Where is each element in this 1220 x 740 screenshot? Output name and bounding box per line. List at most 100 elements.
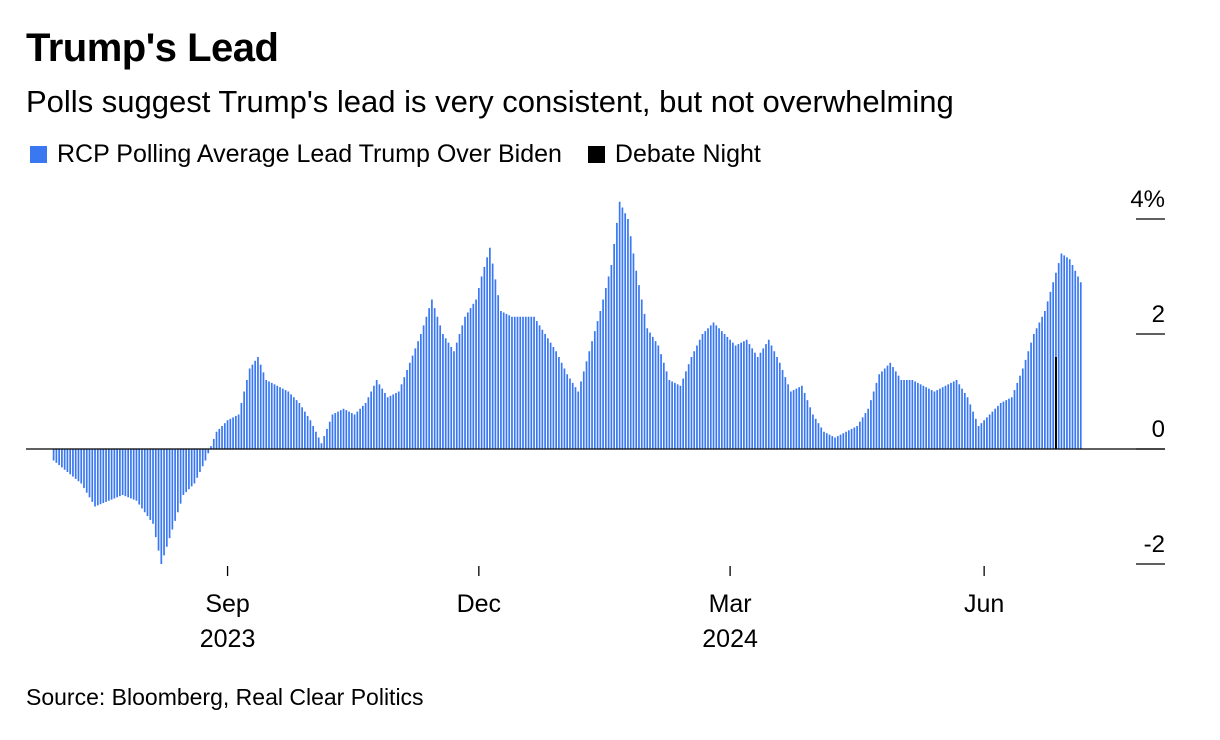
- bar-2024-01-08: [582, 371, 585, 450]
- bar-2023-07-16: [96, 449, 99, 506]
- bar-2024-06-25: [1049, 291, 1052, 449]
- bar-2023-08-03: [146, 449, 149, 517]
- bar-2024-06-13: [1016, 382, 1019, 450]
- bar-2024-06-02: [986, 417, 988, 450]
- bar-2023-12-27: [549, 342, 552, 450]
- bar-2024-05-07: [914, 381, 916, 449]
- bar-2023-07-04: [63, 449, 66, 470]
- bar-2023-10-06: [323, 436, 326, 449]
- bar-2024-04-29: [892, 367, 894, 449]
- bar-2024-04-22: [872, 391, 875, 449]
- bar-2024-02-23: [709, 325, 712, 450]
- bar-2023-08-14: [177, 449, 179, 513]
- bar-2024-04-12: [845, 431, 847, 449]
- bar-2024-01-31: [646, 328, 649, 449]
- bar-2023-09-03: [232, 417, 234, 450]
- x-year-label-2023: 2023: [200, 625, 256, 653]
- bar-2023-09-30: [306, 415, 309, 449]
- bar-2024-06-21: [1038, 322, 1041, 449]
- bar-2023-11-10: [419, 334, 422, 449]
- bar-2024-03-20: [781, 369, 784, 449]
- bar-2023-11-06: [408, 362, 411, 449]
- bar-2024-01-30: [643, 313, 646, 450]
- bar-2023-11-09: [417, 341, 419, 449]
- bar-2024-05-27: [969, 404, 972, 449]
- bar-2023-12-04: [486, 257, 488, 449]
- bar-2023-12-20: [530, 316, 533, 449]
- bar-2023-09-25: [292, 397, 295, 449]
- bar-2024-01-24: [627, 219, 629, 449]
- bar-2023-08-09: [163, 449, 165, 556]
- bar-2024-03-12: [759, 352, 762, 449]
- bar-2023-09-24: [290, 394, 292, 450]
- bar-2024-04-05: [825, 433, 828, 449]
- bar-2024-01-16: [604, 288, 607, 449]
- bar-2024-05-20: [950, 382, 952, 450]
- bar-2024-05-11: [925, 387, 927, 449]
- bar-2024-05-15: [936, 390, 939, 449]
- bar-2024-02-15: [687, 364, 690, 449]
- bar-2023-09-08: [246, 380, 248, 449]
- bar-2023-06-30: [52, 449, 55, 461]
- bar-2023-09-15: [265, 380, 268, 449]
- bar-2023-11-16: [436, 316, 439, 449]
- bar-2024-03-03: [734, 345, 737, 449]
- bar-2023-12-28: [552, 346, 555, 449]
- bar-2023-08-19: [190, 449, 193, 487]
- bar-2024-05-19: [947, 384, 950, 449]
- legend-label-debate: Debate Night: [614, 140, 761, 168]
- bar-2023-11-24: [458, 334, 461, 449]
- bar-2024-01-15: [602, 299, 604, 449]
- bar-2024-02-06: [662, 362, 665, 449]
- bar-2024-05-03: [903, 380, 905, 449]
- bar-2024-03-21: [784, 377, 787, 450]
- bar-2023-11-01: [395, 392, 397, 449]
- bar-2024-02-25: [715, 325, 718, 450]
- bar-2023-11-05: [406, 369, 408, 449]
- bar-2024-05-12: [928, 388, 930, 450]
- bar-2023-08-31: [223, 423, 226, 450]
- bar-2024-04-15: [853, 427, 856, 449]
- bar-2024-01-02: [566, 374, 569, 449]
- bar-2024-03-05: [740, 342, 742, 450]
- bar-2024-01-28: [638, 285, 640, 450]
- bar-2023-08-22: [199, 449, 201, 472]
- bar-2023-10-25: [375, 380, 378, 449]
- bar-2023-07-28: [130, 449, 132, 499]
- bar-2023-07-11: [83, 449, 85, 489]
- bar-2023-09-17: [270, 382, 273, 450]
- bar-2023-08-01: [141, 449, 143, 509]
- bar-2024-06-04: [991, 411, 994, 450]
- bar-2024-02-10: [674, 382, 676, 450]
- bar-2023-11-29: [472, 303, 475, 449]
- bar-2023-10-11: [337, 411, 339, 450]
- bar-2023-10-28: [384, 392, 386, 449]
- bar-2023-09-21: [281, 388, 284, 450]
- bar-2023-07-24: [119, 449, 121, 497]
- bar-2024-03-14: [765, 344, 767, 449]
- bar-2023-12-11: [505, 313, 508, 450]
- bar-2024-06-18: [1030, 342, 1032, 450]
- bar-2023-07-17: [99, 449, 102, 505]
- bar-2024-02-13: [682, 378, 685, 449]
- bar-2024-04-27: [886, 365, 889, 450]
- bar-2024-03-26: [798, 387, 800, 449]
- bar-2023-08-24: [204, 449, 207, 461]
- bar-2023-08-08: [160, 449, 163, 564]
- bar-2023-12-15: [516, 316, 519, 449]
- bar-2024-02-18: [696, 345, 698, 449]
- bar-2023-07-08: [74, 449, 77, 479]
- y-tick-label-2: 2: [1152, 301, 1165, 328]
- bar-2023-09-09: [248, 368, 251, 449]
- bar-2023-11-28: [469, 308, 472, 450]
- bar-2023-12-17: [522, 316, 524, 449]
- bar-2023-07-25: [121, 449, 124, 495]
- x-tick-label-jun: Jun: [964, 590, 1004, 618]
- bar-2023-09-20: [279, 387, 281, 449]
- bar-2024-03-19: [778, 362, 781, 449]
- bar-2023-07-12: [85, 449, 88, 493]
- bar-2024-04-24: [878, 374, 881, 449]
- bar-2023-07-22: [113, 449, 116, 499]
- bar-2024-05-26: [966, 397, 969, 449]
